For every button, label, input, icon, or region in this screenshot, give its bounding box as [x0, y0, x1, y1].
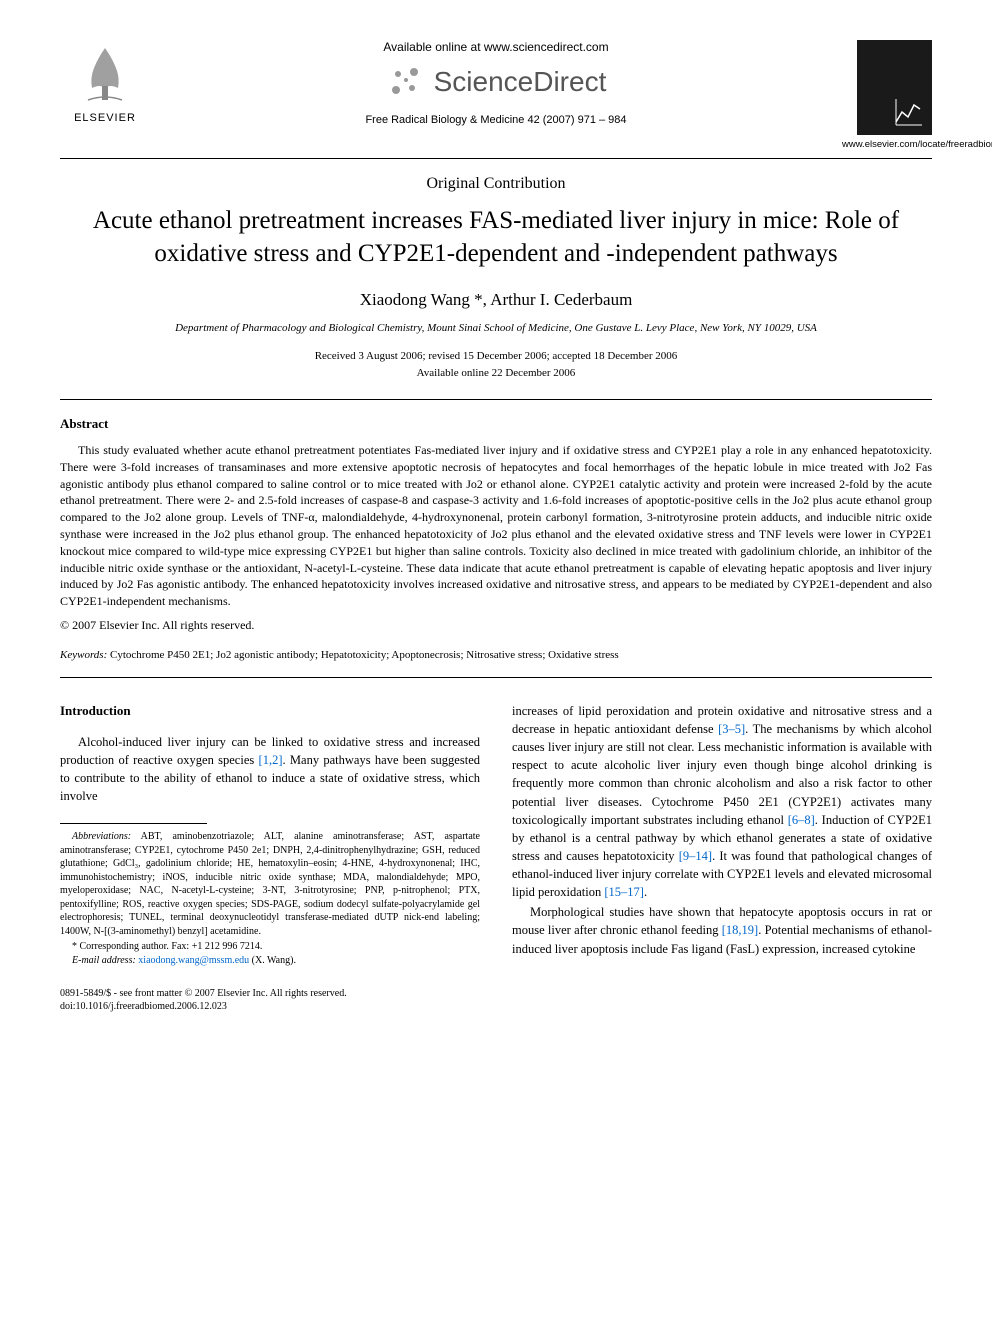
ref-link[interactable]: [1,2] [259, 753, 283, 767]
footer-doi: doi:10.1016/j.freeradbiomed.2006.12.023 [60, 1001, 227, 1012]
dates-received: Received 3 August 2006; revised 15 Decem… [315, 350, 678, 362]
ref-link[interactable]: [3–5] [718, 722, 745, 736]
ref-link[interactable]: [6–8] [788, 813, 815, 827]
keywords-label: Keywords: [60, 649, 107, 661]
abstract-body: This study evaluated whether acute ethan… [60, 442, 932, 610]
page-footer: 0891-5849/$ - see front matter © 2007 El… [60, 987, 932, 1013]
journal-cover: www.elsevier.com/locate/freeradbiomed [842, 40, 932, 150]
elsevier-tree-icon [70, 40, 140, 110]
dates-online: Available online 22 December 2006 [417, 367, 576, 379]
email-suffix: (X. Wang). [249, 955, 296, 966]
sd-dots-icon [386, 62, 426, 102]
article-title: Acute ethanol pretreatment increases FAS… [60, 205, 932, 270]
left-column: Introduction Alcohol-induced liver injur… [60, 702, 480, 967]
intro-para-2: Morphological studies have shown that he… [512, 903, 932, 957]
ref-link[interactable]: [18,19] [722, 923, 758, 937]
front-rule [60, 399, 932, 400]
abstract-text: This study evaluated whether acute ethan… [60, 442, 932, 610]
header-center: Available online at www.sciencedirect.co… [150, 40, 842, 126]
authors: Xiaodong Wang *, Arthur I. Cederbaum [60, 290, 932, 310]
email-line: E-mail address: xiaodong.wang@mssm.edu (… [60, 954, 480, 968]
ref-link[interactable]: [9–14] [679, 849, 712, 863]
corresponding-author: * Corresponding author. Fax: +1 212 996 … [60, 940, 480, 954]
abbreviations: Abbreviations: ABT, aminobenzotriazole; … [60, 830, 480, 938]
intro-para-1: Alcohol-induced liver injury can be link… [60, 733, 480, 806]
abstract-rule [60, 677, 932, 678]
ref-link[interactable]: [15–17] [604, 885, 644, 899]
body-columns: Introduction Alcohol-induced liver injur… [60, 702, 932, 967]
elsevier-logo: ELSEVIER [60, 40, 150, 124]
footer-issn: 0891-5849/$ - see front matter © 2007 El… [60, 988, 347, 999]
intro-heading: Introduction [60, 702, 480, 721]
keywords: Keywords: Cytochrome P450 2E1; Jo2 agoni… [60, 649, 932, 661]
abstract-copyright: © 2007 Elsevier Inc. All rights reserved… [60, 618, 932, 633]
sciencedirect-logo: ScienceDirect [150, 62, 842, 102]
intro-para-1-cont: increases of lipid peroxidation and prot… [512, 702, 932, 901]
journal-reference: Free Radical Biology & Medicine 42 (2007… [150, 114, 842, 126]
journal-url: www.elsevier.com/locate/freeradbiomed [842, 139, 932, 150]
affiliation: Department of Pharmacology and Biologica… [60, 322, 932, 334]
abbrev-label: Abbreviations: [72, 831, 131, 842]
cover-graph-icon [894, 97, 924, 127]
email-label: E-mail address: [72, 955, 136, 966]
footnotes: Abbreviations: ABT, aminobenzotriazole; … [60, 830, 480, 967]
article-type: Original Contribution [60, 175, 932, 193]
available-online-text: Available online at www.sciencedirect.co… [150, 40, 842, 54]
sd-brand-text: ScienceDirect [434, 66, 607, 98]
footer-left: 0891-5849/$ - see front matter © 2007 El… [60, 987, 347, 1013]
header-rule [60, 158, 932, 159]
email-link[interactable]: xiaodong.wang@mssm.edu [138, 955, 249, 966]
abbrev-text: ABT, aminobenzotriazole; ALT, alanine am… [60, 831, 480, 937]
cover-thumbnail [857, 40, 932, 135]
article-dates: Received 3 August 2006; revised 15 Decem… [60, 348, 932, 381]
footnote-rule [60, 823, 207, 824]
elsevier-label: ELSEVIER [74, 112, 136, 124]
keywords-text: Cytochrome P450 2E1; Jo2 agonistic antib… [107, 649, 618, 661]
page-header: ELSEVIER Available online at www.science… [60, 40, 932, 150]
abstract-heading: Abstract [60, 416, 932, 432]
right-column: increases of lipid peroxidation and prot… [512, 702, 932, 967]
